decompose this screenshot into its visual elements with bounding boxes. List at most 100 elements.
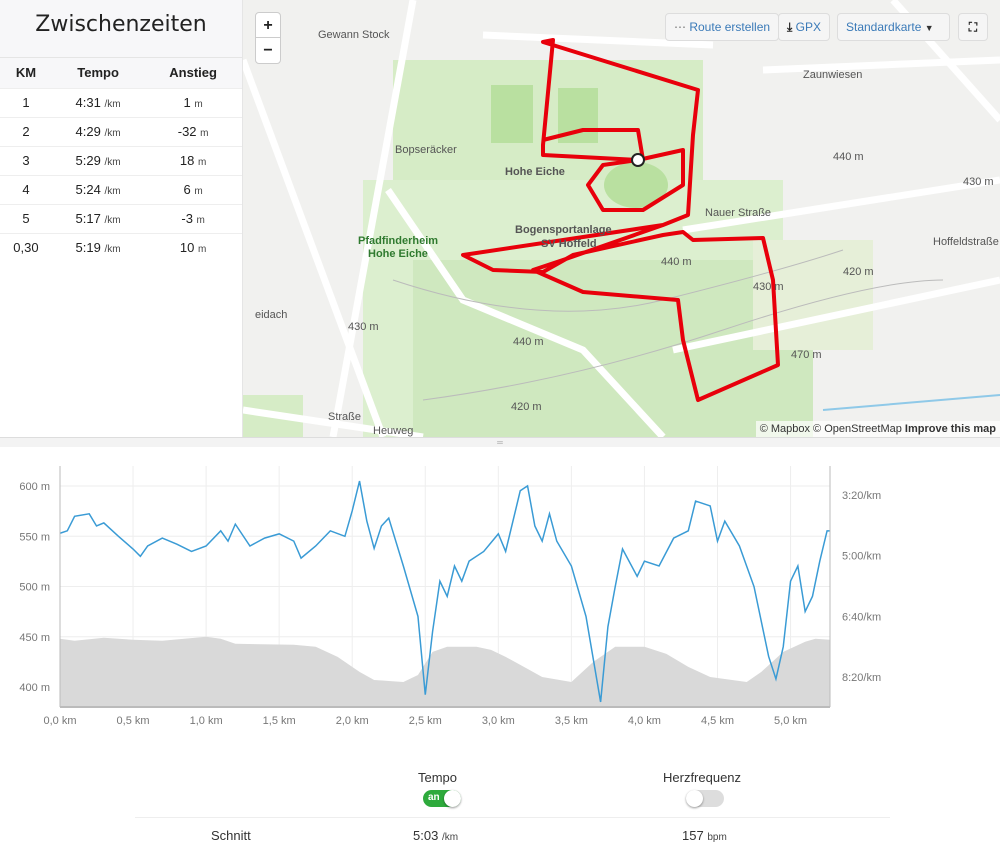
start-finish-marker	[631, 153, 645, 167]
elevation-pace-chart: 600 m 550 m 500 m 450 m 400 m 0,0 km 0,5 km 1,0…	[0, 447, 1000, 737]
resize-handle[interactable]: ═	[0, 437, 1000, 447]
tempo-toggle[interactable]: an	[423, 790, 461, 807]
route-create-button[interactable]: ⋯ Route erstellen	[665, 13, 780, 41]
split-km: 5	[0, 203, 52, 233]
map-label: 430 m	[753, 281, 784, 293]
map-attribution: © Mapbox © OpenStreetMap Improve this ma…	[755, 421, 1000, 437]
caret-down-icon: ▼	[924, 23, 934, 33]
route-create-label: Route erstellen	[689, 20, 771, 34]
split-row: 4 5:24 /km 6 m	[0, 174, 242, 204]
split-climb-value: 18	[179, 153, 195, 168]
improve-map-link[interactable]: Improve this map	[904, 423, 996, 435]
tempo-toggle-state: an	[428, 792, 440, 803]
average-pace-unit: /km	[441, 832, 459, 843]
map-label: eidach	[255, 309, 287, 321]
fullscreen-button[interactable]: ⛶	[958, 13, 988, 41]
y-left-tick: 500 m	[19, 582, 50, 594]
map-label: 440 m	[513, 336, 544, 348]
x-tick: 3,0 km	[482, 715, 515, 727]
col-tempo: Tempo	[51, 58, 145, 88]
heart-rate-toggle[interactable]	[686, 790, 724, 807]
toggle-knob	[686, 790, 703, 807]
gpx-download-button[interactable]: ⤓ GPX	[778, 13, 830, 41]
split-km: 2	[0, 116, 52, 146]
x-tick: 0,5 km	[117, 715, 150, 727]
map-label: Bogensportanlage	[515, 224, 612, 236]
map-label: Pfadfinderheim	[358, 235, 438, 247]
split-pace: 5:29 /km	[51, 145, 145, 175]
split-pace-unit: /km	[104, 244, 121, 256]
average-heart-rate: 157 bpm	[682, 828, 727, 843]
map-style-label: Standardkarte	[846, 20, 922, 34]
splits-title: Zwischenzeiten	[0, 0, 242, 58]
split-pace: 5:19 /km	[51, 232, 145, 262]
map-style-select[interactable]: Standardkarte ▼	[837, 13, 950, 41]
split-pace: 5:24 /km	[51, 174, 145, 204]
y-right-tick: 3:20/km	[842, 490, 881, 502]
map-label: 440 m	[833, 151, 864, 163]
fullscreen-icon: ⛶	[968, 20, 978, 34]
x-tick: 1,5 km	[263, 715, 296, 727]
split-pace: 5:17 /km	[51, 203, 145, 233]
split-km: 1	[0, 87, 52, 117]
split-climb-unit: m	[198, 157, 207, 168]
zoom-out-button[interactable]: −	[263, 42, 273, 59]
split-climb-unit: m	[196, 215, 205, 226]
split-climb-unit: m	[200, 128, 209, 139]
split-row: 3 5:29 /km 18 m	[0, 145, 242, 175]
split-row: 5 5:17 /km -3 m	[0, 203, 242, 233]
split-km: 0,30	[0, 232, 52, 262]
x-tick: 4,5 km	[701, 715, 734, 727]
col-km: KM	[0, 58, 52, 88]
split-pace-value: 5:29	[75, 153, 101, 168]
split-pace-value: 5:24	[75, 182, 101, 197]
map-label: 430 m	[963, 176, 994, 188]
split-pace-unit: /km	[104, 99, 121, 110]
split-row: 0,30 5:19 /km 10 m	[0, 232, 242, 262]
map-canvas[interactable]: Gewann Stock Zaunwiesen Bopseräcker Hohe Ei…	[243, 0, 1000, 437]
toggle-knob	[444, 790, 461, 807]
map-label: 420 m	[843, 266, 874, 278]
map-label: Nauer Straße	[705, 207, 771, 219]
average-label: Schnitt	[211, 828, 251, 843]
y-right-tick: 5:00/km	[842, 551, 881, 563]
average-hr-unit: bpm	[707, 832, 727, 843]
split-pace-unit: /km	[104, 128, 121, 139]
tempo-label: Tempo	[418, 770, 458, 785]
average-hr-value: 157	[682, 828, 704, 843]
heart-rate-label: Herzfrequenz	[663, 770, 742, 785]
x-tick: 2,5 km	[409, 715, 442, 727]
map-label: Gewann Stock	[318, 29, 390, 41]
x-tick: 1,0 km	[190, 715, 223, 727]
map-label: Bopseräcker	[395, 144, 457, 156]
zoom-in-button[interactable]: +	[256, 13, 280, 38]
y-right-tick: 8:20/km	[842, 672, 881, 684]
split-pace-unit: /km	[104, 186, 121, 197]
split-climb: 18 m	[144, 145, 242, 175]
y-left-tick: 400 m	[19, 682, 50, 694]
split-climb-unit: m	[194, 186, 203, 197]
map-label: Zaunwiesen	[803, 69, 862, 81]
download-icon: ⤓	[787, 20, 793, 34]
split-km: 3	[0, 145, 52, 175]
average-pace: 5:03 /km	[413, 828, 458, 843]
y-right-tick: 6:40/km	[842, 611, 881, 623]
split-climb-unit: m	[198, 244, 207, 256]
zoom-control: + −	[255, 12, 281, 64]
split-pace-value: 4:29	[75, 124, 101, 139]
split-pace: 4:29 /km	[51, 116, 145, 146]
split-pace-value: 5:19	[75, 240, 101, 256]
split-climb: -3 m	[144, 203, 242, 233]
split-climb-value: -32	[177, 124, 197, 139]
map[interactable]: Gewann Stock Zaunwiesen Bopseräcker Hohe Ei…	[243, 0, 1000, 437]
split-pace-unit: /km	[104, 157, 121, 168]
split-pace-value: 5:17	[75, 211, 101, 226]
split-climb: -32 m	[144, 116, 242, 146]
y-left-tick: 450 m	[19, 632, 50, 644]
x-tick: 3,5 km	[555, 715, 588, 727]
split-pace-value: 4:31	[75, 95, 101, 110]
map-label: 430 m	[348, 321, 379, 333]
attribution-text[interactable]: © Mapbox © OpenStreetMap	[759, 423, 902, 435]
map-label: 470 m	[791, 349, 822, 361]
